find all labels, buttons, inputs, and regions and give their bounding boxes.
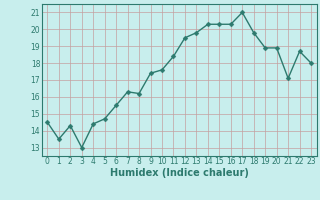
- X-axis label: Humidex (Indice chaleur): Humidex (Indice chaleur): [110, 168, 249, 178]
